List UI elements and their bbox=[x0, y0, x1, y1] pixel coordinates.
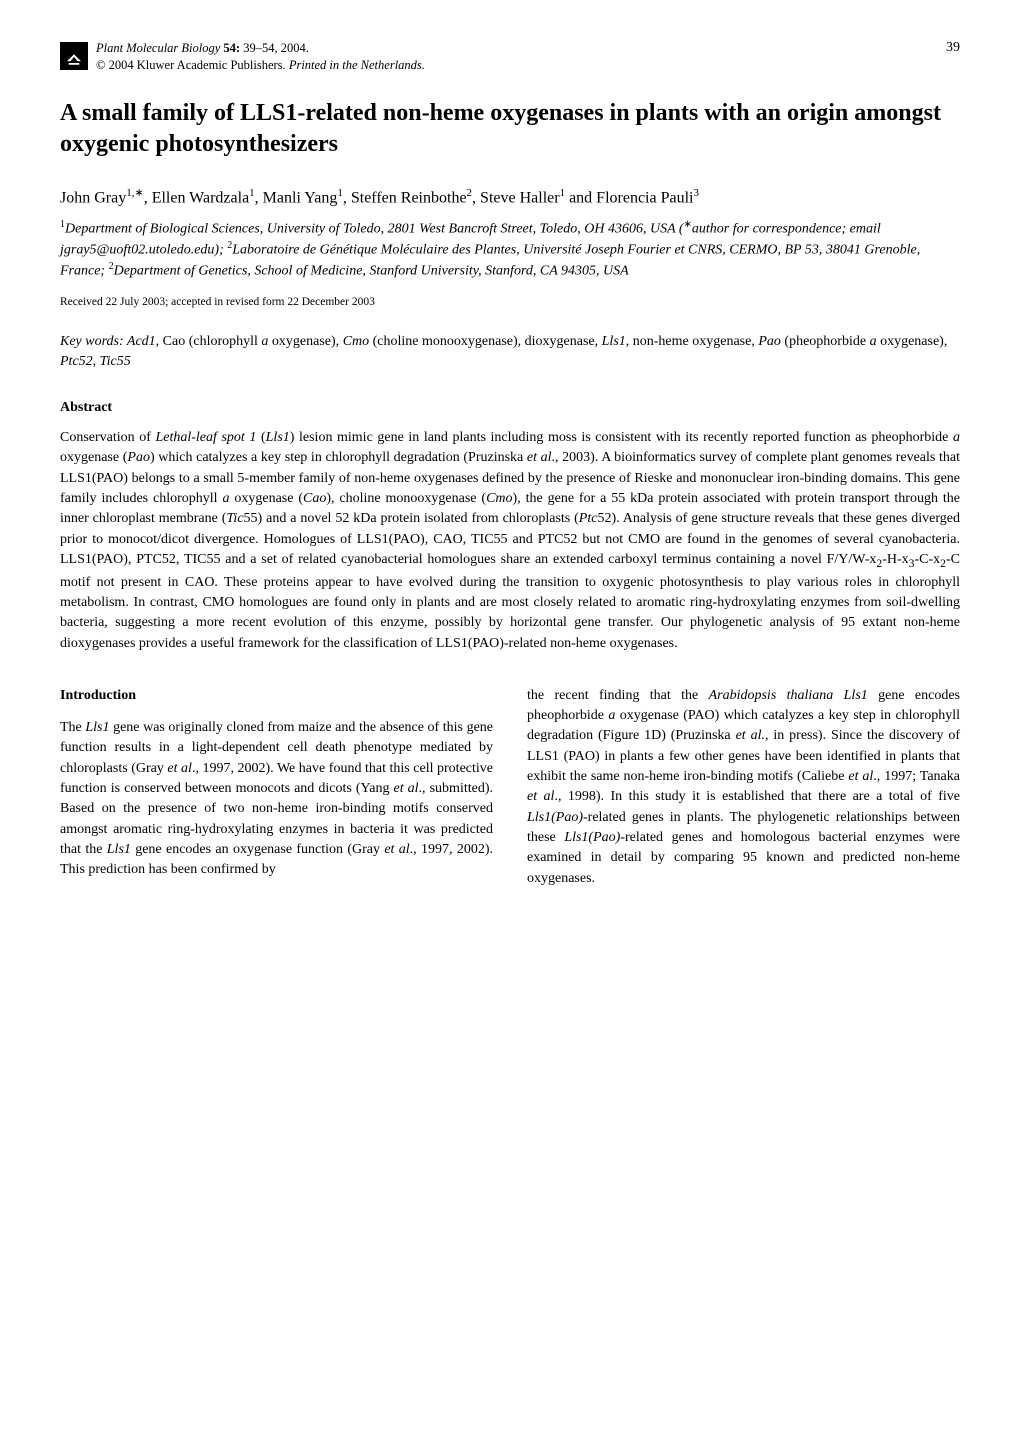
two-column-layout: Introduction The Lls1 gene was originall… bbox=[60, 686, 960, 889]
authors-line: John Gray1,∗, Ellen Wardzala1, Manli Yan… bbox=[60, 186, 960, 210]
journal-citation: Plant Molecular Biology 54: 39–54, 2004.… bbox=[96, 40, 425, 74]
introduction-heading: Introduction bbox=[60, 686, 493, 706]
journal-year: 2004. bbox=[281, 41, 309, 55]
page-number: 39 bbox=[946, 40, 960, 56]
left-column: Introduction The Lls1 gene was originall… bbox=[60, 686, 493, 889]
publisher-logo-icon bbox=[60, 42, 88, 70]
received-line: Received 22 July 2003; accepted in revis… bbox=[60, 296, 960, 308]
copyright-text: © 2004 Kluwer Academic Publishers. bbox=[96, 58, 286, 72]
introduction-col1: The Lls1 gene was originally cloned from… bbox=[60, 718, 493, 880]
article-title: A small family of LLS1-related non-heme … bbox=[60, 98, 960, 160]
journal-name: Plant Molecular Biology bbox=[96, 41, 220, 55]
abstract-heading: Abstract bbox=[60, 400, 960, 416]
printed-text: Printed in the Netherlands. bbox=[289, 58, 425, 72]
introduction-col2: the recent finding that the Arabidopsis … bbox=[527, 686, 960, 889]
keywords-block: Key words: Acd1, Cao (chlorophyll a oxyg… bbox=[60, 332, 960, 373]
journal-pages: 39–54, bbox=[243, 41, 277, 55]
affiliations-block: 1Department of Biological Sciences, Univ… bbox=[60, 218, 960, 282]
abstract-body: Conservation of Lethal-leaf spot 1 (Lls1… bbox=[60, 428, 960, 654]
journal-block: Plant Molecular Biology 54: 39–54, 2004.… bbox=[60, 40, 425, 74]
header-row: Plant Molecular Biology 54: 39–54, 2004.… bbox=[60, 40, 960, 74]
journal-volume: 54: bbox=[223, 41, 240, 55]
right-column: the recent finding that the Arabidopsis … bbox=[527, 686, 960, 889]
